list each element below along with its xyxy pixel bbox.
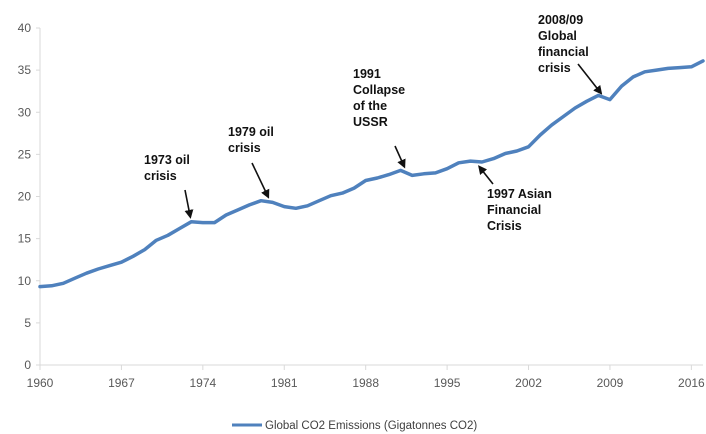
annotation-line: 1997 Asian [487,187,552,201]
annotation-line: crisis [538,61,571,75]
annotation-line: crisis [228,141,261,155]
annotation-label: 1997 Asian Financial Crisis [487,187,552,233]
annotations-group: 1973 oil crisis 1979 oil crisis 1991 Collapse… [144,13,603,233]
y-axis-ticks: 0 5 10 15 20 25 30 35 40 [18,21,40,372]
x-tick-label: 2016 [678,376,705,390]
annotation-label: 1991 Collapse of the USSR [353,67,405,129]
annotation-line: USSR [353,115,388,129]
y-tick-label: 0 [24,358,31,372]
y-tick-label: 30 [18,105,32,119]
annotation: 1991 Collapse of the USSR [353,67,406,169]
annotation: 1997 Asian Financial Crisis [478,165,552,233]
annotation-line: 1973 oil [144,153,190,167]
x-tick-label: 1960 [27,376,54,390]
annotation-line: 2008/09 [538,13,583,27]
y-tick-label: 25 [18,147,32,161]
x-tick-label: 1974 [189,376,216,390]
annotation-arrow [577,63,603,95]
y-tick-label: 40 [18,21,32,35]
annotation-arrow [394,145,406,169]
legend: Global CO2 Emissions (Gigatonnes CO2) [232,420,477,432]
annotation-line: 1979 oil [228,125,274,139]
annotation-arrow [184,189,194,219]
annotation-line: Global [538,29,577,43]
x-tick-label: 1995 [434,376,461,390]
annotation: 1979 oil crisis [228,125,274,199]
annotation-label: 1973 oil crisis [144,153,190,183]
x-tick-label: 2009 [597,376,624,390]
annotation-line: financial [538,45,589,59]
annotation-line: of the [353,99,387,113]
y-tick-label: 20 [18,190,32,204]
x-axis-ticks: 1960 1967 1974 1981 1988 1995 2002 2009 2016 [27,365,705,390]
x-tick-label: 1967 [108,376,135,390]
series-group [38,59,705,289]
annotation: 2008/09 Global financial crisis [538,13,603,95]
annotation-line: crisis [144,169,177,183]
annotation-arrow [478,165,494,185]
y-tick-label: 15 [18,232,32,246]
annotation-line: Financial [487,203,541,217]
annotation: 1973 oil crisis [144,153,194,219]
annotation-label: 1979 oil crisis [228,125,274,155]
x-tick-label: 1981 [271,376,298,390]
y-tick-label: 5 [24,316,31,330]
annotation-arrow [251,162,270,199]
y-tick-label: 35 [18,63,32,77]
x-tick-label: 1988 [352,376,379,390]
annotation-line: Crisis [487,219,522,233]
series-line [38,59,705,289]
annotation-label: 2008/09 Global financial crisis [538,13,589,75]
legend-label: Global CO2 Emissions (Gigatonnes CO2) [265,420,477,432]
annotation-line: Collapse [353,83,405,97]
annotation-line: 1991 [353,67,381,81]
y-tick-label: 10 [18,274,32,288]
x-tick-label: 2002 [515,376,542,390]
